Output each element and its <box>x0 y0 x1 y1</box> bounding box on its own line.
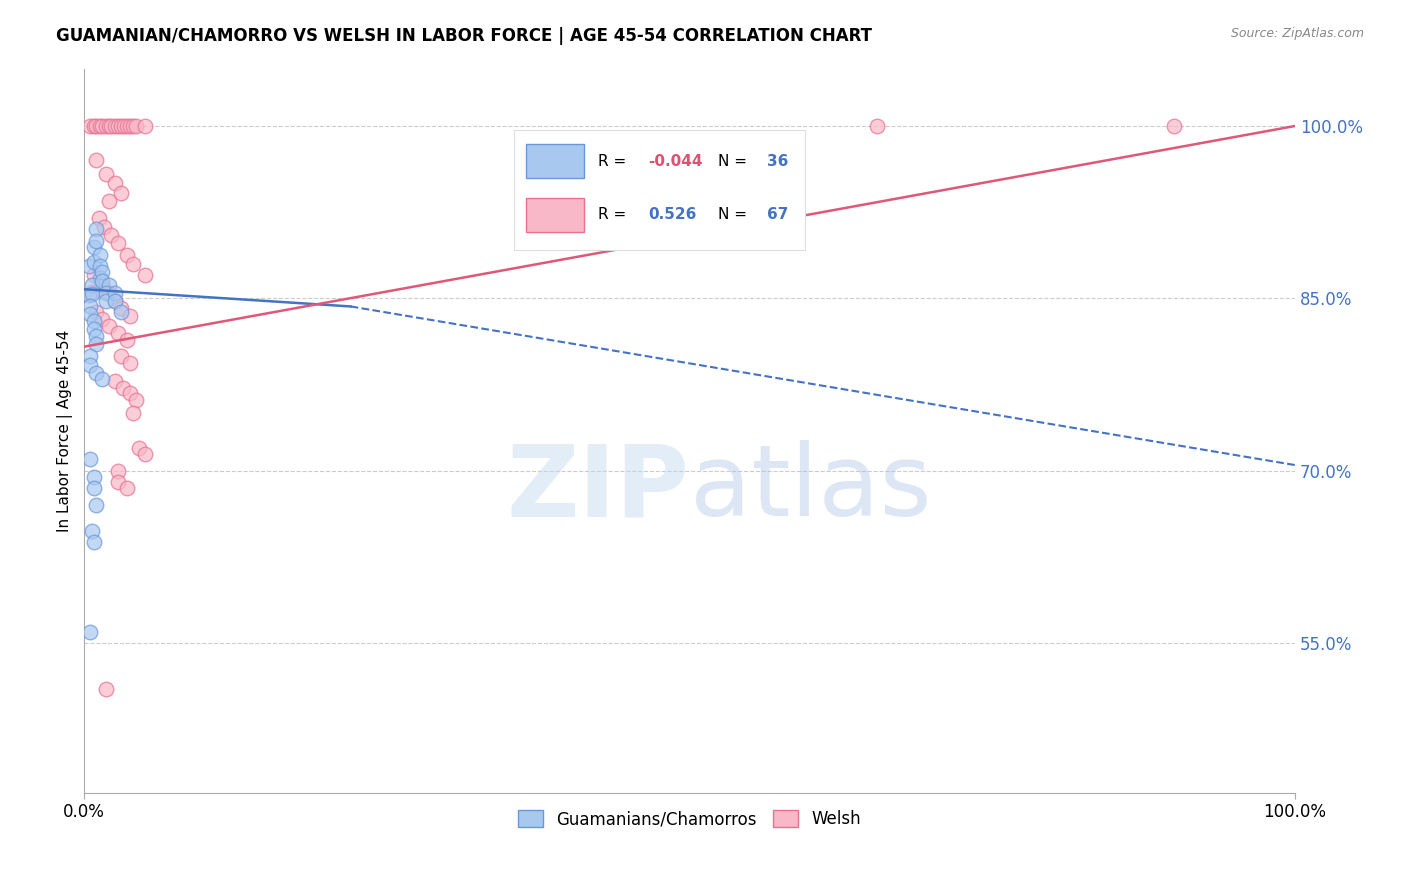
Point <box>83 481 105 495</box>
Point <box>1163 119 1185 133</box>
Point <box>77 288 100 302</box>
Point <box>112 119 135 133</box>
Point <box>80 286 103 301</box>
Point <box>115 481 138 495</box>
Point <box>120 119 142 133</box>
Point <box>103 374 125 388</box>
Point <box>112 381 135 395</box>
Point <box>86 222 108 236</box>
Point <box>866 119 889 133</box>
Point <box>83 322 105 336</box>
Point <box>125 119 148 133</box>
Point <box>121 406 143 420</box>
Point <box>128 441 150 455</box>
Point <box>91 265 114 279</box>
Point <box>94 167 117 181</box>
Point <box>97 194 120 208</box>
Point <box>91 312 114 326</box>
Point <box>134 268 156 283</box>
Point <box>125 392 148 407</box>
Point <box>91 274 114 288</box>
Point <box>121 257 143 271</box>
Point <box>115 119 138 133</box>
Point <box>100 228 122 243</box>
Point <box>94 682 117 697</box>
Point <box>87 211 110 225</box>
Point <box>121 119 143 133</box>
Point <box>103 293 125 308</box>
Text: atlas: atlas <box>690 440 931 537</box>
Point <box>83 119 105 133</box>
Point <box>89 259 111 273</box>
Point <box>79 119 101 133</box>
Text: ZIP: ZIP <box>506 440 690 537</box>
Point <box>97 277 120 292</box>
Point <box>79 300 101 314</box>
Point <box>103 293 125 308</box>
Point <box>86 337 108 351</box>
Point <box>86 498 108 512</box>
Point <box>110 119 132 133</box>
Point <box>83 254 105 268</box>
Point <box>134 119 156 133</box>
Point <box>94 285 117 300</box>
Point <box>97 119 120 133</box>
Point <box>120 309 142 323</box>
Point <box>91 119 114 133</box>
Text: Source: ZipAtlas.com: Source: ZipAtlas.com <box>1230 27 1364 40</box>
Point <box>94 293 117 308</box>
Point <box>83 469 105 483</box>
Point <box>110 186 132 200</box>
Point <box>103 119 125 133</box>
Point <box>86 153 108 168</box>
Legend: Guamanians/Chamorros, Welsh: Guamanians/Chamorros, Welsh <box>512 804 868 835</box>
Point <box>115 248 138 262</box>
Point <box>91 372 114 386</box>
Point <box>83 240 105 254</box>
Point <box>100 119 122 133</box>
Point <box>97 285 120 300</box>
Point <box>93 220 115 235</box>
Point <box>115 333 138 347</box>
Point <box>80 524 103 538</box>
Point <box>94 119 117 133</box>
Point <box>80 285 103 299</box>
Point <box>110 305 132 319</box>
Point <box>107 119 129 133</box>
Point <box>79 308 101 322</box>
Point <box>120 385 142 400</box>
Point <box>97 318 120 333</box>
Point <box>107 475 129 490</box>
Point <box>120 356 142 370</box>
Point <box>79 452 101 467</box>
Point <box>89 248 111 262</box>
Point <box>86 305 108 319</box>
Point <box>110 349 132 363</box>
Point <box>107 326 129 340</box>
Point <box>80 277 103 292</box>
Point <box>91 277 114 292</box>
Point <box>103 177 125 191</box>
Point <box>79 624 101 639</box>
Point <box>134 446 156 460</box>
Point <box>83 535 105 549</box>
Point <box>86 329 108 343</box>
Point <box>86 366 108 380</box>
Point <box>107 464 129 478</box>
Point <box>83 268 105 283</box>
Text: GUAMANIAN/CHAMORRO VS WELSH IN LABOR FORCE | AGE 45-54 CORRELATION CHART: GUAMANIAN/CHAMORRO VS WELSH IN LABOR FOR… <box>56 27 872 45</box>
Y-axis label: In Labor Force | Age 45-54: In Labor Force | Age 45-54 <box>58 329 73 532</box>
Point <box>86 119 108 133</box>
Point <box>79 358 101 372</box>
Point <box>77 259 100 273</box>
Point <box>103 285 125 300</box>
Point <box>110 301 132 315</box>
Point <box>107 236 129 251</box>
Point <box>89 119 111 133</box>
Point <box>83 314 105 328</box>
Point <box>79 349 101 363</box>
Point <box>89 270 111 285</box>
Point <box>86 234 108 248</box>
